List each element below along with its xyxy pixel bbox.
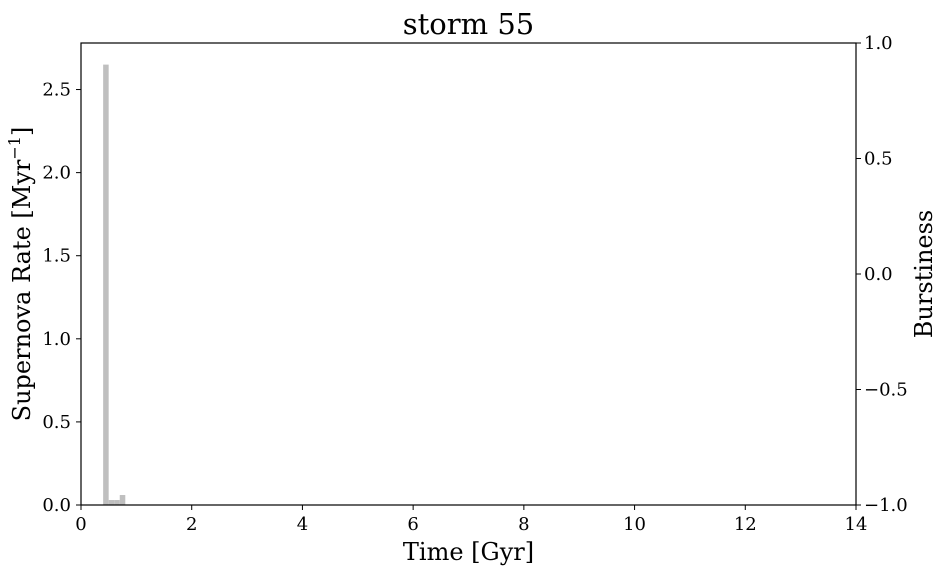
y-axis-label-exponent: −1 <box>5 136 24 160</box>
y2-axis-ticks: −1.0 −0.5 0.0 0.5 1.0 <box>856 33 908 516</box>
x-tick-label: 2 <box>186 514 197 535</box>
y2-tick-label: 1.0 <box>864 33 893 54</box>
x-tick-label: 14 <box>845 514 868 535</box>
x-axis-label: Time [Gyr] <box>403 538 534 566</box>
y-axis-label-bracket: ] <box>8 127 36 136</box>
y2-tick-label: −0.5 <box>864 380 908 401</box>
y-tick-label: 2.5 <box>42 80 71 101</box>
y-tick-label: 1.0 <box>42 329 71 350</box>
y2-axis-label: Burstiness <box>910 210 938 339</box>
histogram-bar <box>108 500 115 505</box>
chart-title: storm 55 <box>403 7 534 41</box>
histogram-bars <box>103 64 126 506</box>
y2-tick-label: 0.5 <box>864 149 893 170</box>
x-tick-label: 6 <box>407 514 418 535</box>
x-tick-label: 4 <box>297 514 308 535</box>
y2-tick-label: 0.0 <box>864 264 893 285</box>
histogram-bar <box>119 495 126 505</box>
x-axis-ticks: 0 2 4 6 8 10 12 14 <box>75 505 867 535</box>
y-axis-label-main: Supernova Rate [Myr <box>8 159 36 421</box>
histogram-bar <box>114 500 120 505</box>
y-axis-label: Supernova Rate [Myr−1] <box>5 127 36 422</box>
y2-tick-label: −1.0 <box>864 495 908 516</box>
y-tick-label: 0.0 <box>42 495 71 516</box>
histogram-bar <box>103 64 109 506</box>
y-tick-label: 1.5 <box>42 246 71 267</box>
x-tick-label: 8 <box>518 514 529 535</box>
y-tick-label: 0.5 <box>42 412 71 433</box>
x-tick-label: 12 <box>734 514 757 535</box>
plot-frame <box>80 42 857 506</box>
x-tick-label: 0 <box>75 514 86 535</box>
y-axis-ticks: 0.0 0.5 1.0 1.5 2.0 2.5 <box>42 80 81 516</box>
x-tick-label: 10 <box>623 514 646 535</box>
y-tick-label: 2.0 <box>42 163 71 184</box>
